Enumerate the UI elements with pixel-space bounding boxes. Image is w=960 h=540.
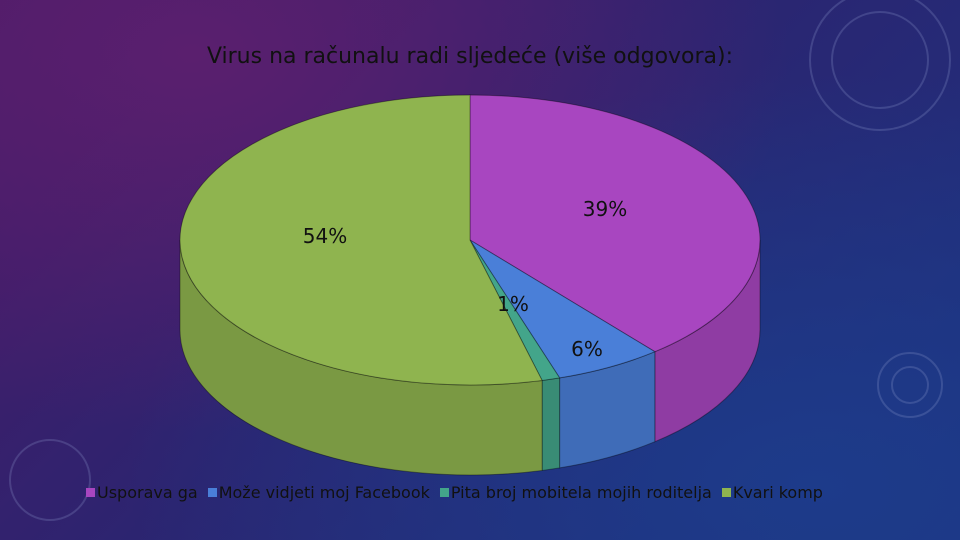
- pie-slice-usporava-ga: [469, 94, 761, 353]
- legend-swatch: [721, 487, 731, 497]
- pie-slice-pita-broj-mobitela: [469, 239, 561, 381]
- data-label-usporava-ga: 39%: [583, 197, 627, 221]
- legend-item-pita-broj-mobitela: Pita broj mobitela mojih roditelja: [439, 482, 712, 502]
- chart-title: Virus na računalu radi sljedeće (više od…: [206, 44, 734, 69]
- pie-slice-kvari-komp: [179, 94, 543, 386]
- legend-item-usporava-ga: Usporava ga: [86, 483, 198, 502]
- data-label-kvari-komp: 54%: [303, 224, 347, 248]
- legend-swatch: [207, 487, 217, 497]
- legend-label: Kvari komp: [732, 482, 823, 502]
- pie-slice-moze-vidjeti-facebook: [469, 239, 656, 379]
- pie-side-pita-broj-mobitela: [541, 377, 561, 472]
- legend-label: Pita broj mobitela mojih roditelja: [450, 482, 712, 502]
- data-label-pita-broj-mobitela: 1%: [497, 292, 529, 316]
- chart-legend: Usporava ga Može vidjeti moj Facebook Pita…: [86, 481, 833, 503]
- legend-label: Može vidjeti moj Facebook: [218, 482, 430, 502]
- legend-label: Usporava ga: [97, 482, 198, 502]
- legend-swatch: [86, 487, 95, 497]
- pie-sides: [179, 239, 761, 476]
- legend-swatch: [439, 487, 449, 497]
- legend-item-moze-vidjeti-facebook: Može vidjeti moj Facebook: [207, 482, 430, 502]
- legend-item-kvari-komp: Kvari komp: [721, 482, 823, 502]
- pie-data-labels: 39% 6% 1% 54%: [303, 197, 627, 361]
- pie-tops: [179, 94, 761, 386]
- data-label-moze-vidjeti-facebook: 6%: [571, 337, 603, 361]
